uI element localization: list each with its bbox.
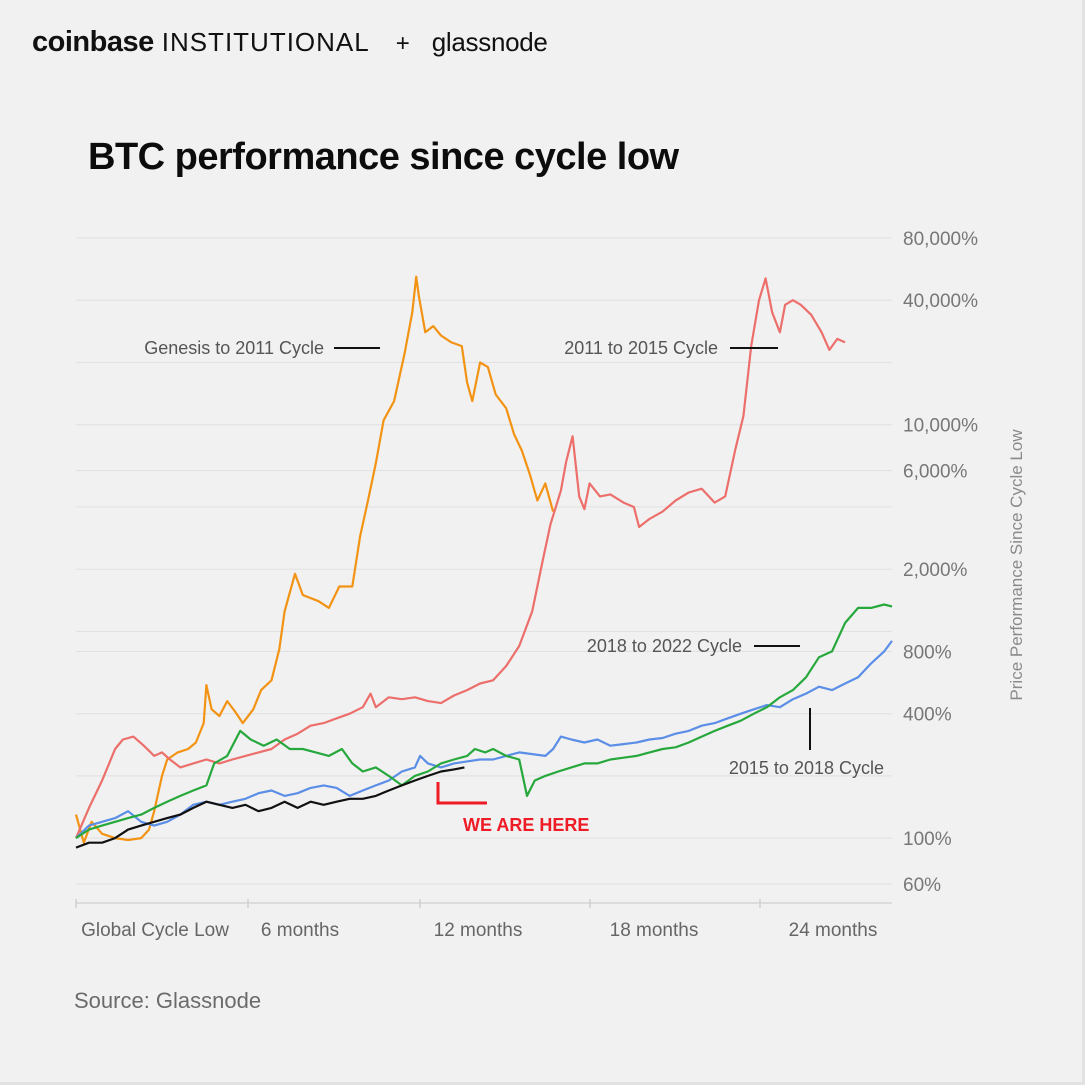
annotation-label: 2015 to 2018 Cycle: [729, 758, 884, 778]
gridlines: [75, 237, 892, 908]
chart-plot: Genesis to 2011 Cycle 2011 to 2015 Cycle 2…: [74, 229, 1026, 941]
series-line-2018-to-2022-cycle: [75, 603, 893, 840]
x-tick-label: 18 months: [610, 920, 699, 941]
y-tick-label: 800%: [903, 642, 952, 663]
series-layer: [74, 275, 893, 849]
we-are-here-marker: [436, 782, 487, 805]
series-line-genesis-to-2011-cycle: [74, 275, 555, 844]
institutional-label: INSTITUTIONAL: [161, 27, 370, 57]
y-tick-label: 2,000%: [903, 560, 968, 581]
y-tick-label: 6,000%: [903, 462, 968, 483]
annotation-label: 2011 to 2015 Cycle: [564, 338, 718, 358]
y-tick-label: 60%: [903, 875, 941, 896]
chart-title: BTC performance since cycle low: [88, 136, 679, 178]
x-tick-label: Global Cycle Low: [81, 920, 229, 941]
y-tick-label: 10,000%: [903, 416, 978, 437]
y-axis-label: Price Performance Since Cycle Low: [1007, 429, 1026, 701]
x-tick-label: 12 months: [434, 920, 523, 941]
glassnode-logo: glassnode: [431, 27, 548, 57]
annotation-layer: Genesis to 2011 Cycle 2011 to 2015 Cycle 2…: [144, 338, 884, 835]
source-note: Source: Glassnode: [74, 988, 262, 1013]
y-tick-label: 100%: [903, 829, 952, 850]
y-tick-label: 80,000%: [903, 229, 978, 250]
brand-separator: +: [395, 30, 410, 57]
brand-header: coinbase INSTITUTIONAL + glassnode: [32, 26, 548, 59]
x-tick-label: 6 months: [261, 920, 339, 941]
x-axis-ticks: Global Cycle Low 6 months 12 months 18 mont…: [81, 920, 877, 941]
annotation-label: Genesis to 2011 Cycle: [144, 338, 324, 358]
y-tick-label: 40,000%: [903, 291, 978, 312]
series-line-2011-to-2015-cycle: [74, 277, 846, 839]
y-axis-ticks: 80,000% 40,000% 10,000% 6,000% 2,000% 800% 400…: [903, 229, 978, 896]
coinbase-logo: coinbase: [32, 26, 154, 58]
y-tick-label: 400%: [903, 705, 952, 726]
annotation-label: 2018 to 2022 Cycle: [587, 636, 742, 656]
x-tick-label: 24 months: [789, 920, 878, 941]
we-are-here-label: WE ARE HERE: [463, 815, 589, 835]
series-line-2015-to-2018-cycle: [75, 640, 893, 839]
series-line-current-cycle: [75, 766, 465, 849]
